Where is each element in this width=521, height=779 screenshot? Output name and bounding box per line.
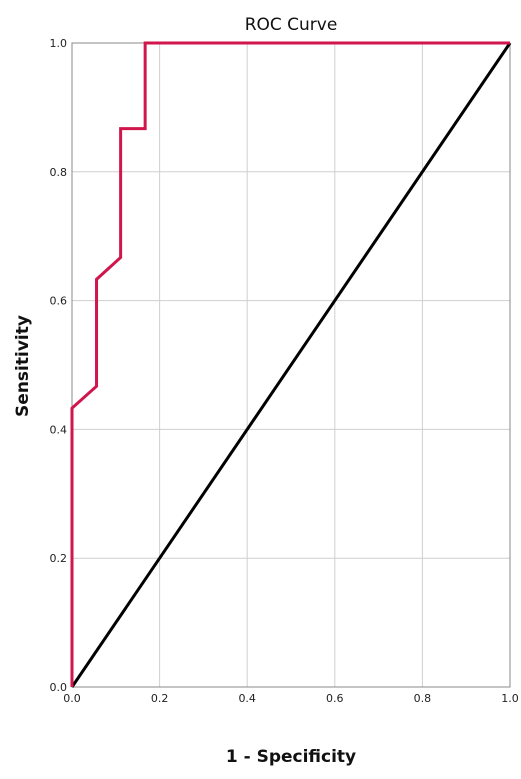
y-tick-label: 0.8: [50, 166, 68, 179]
tick-labels: 0.0 0.2 0.4 0.6 0.8 1.0 0.0 0.2 0.4 0.6 0.8 1.0: [50, 37, 519, 705]
reference-diagonal-line: [70, 42, 512, 688]
x-tick-label: 1.0: [501, 692, 519, 705]
x-axis-label: 1 - Specificity: [226, 747, 356, 767]
x-tick-label: 0.0: [63, 692, 81, 705]
x-tick-label: 0.2: [151, 692, 169, 705]
x-tick-label: 0.6: [326, 692, 344, 705]
y-tick-label: 0.0: [50, 681, 68, 694]
chart-title: ROC Curve: [245, 15, 338, 35]
x-tick-label: 0.4: [238, 692, 256, 705]
y-tick-label: 0.6: [50, 295, 68, 308]
x-tick-label: 0.8: [414, 692, 432, 705]
y-axis-label: Sensitivity: [13, 315, 33, 417]
series-layer: [70, 41, 512, 688]
y-tick-label: 0.4: [50, 423, 68, 436]
roc-curve-line: [70, 41, 510, 687]
y-tick-label: 0.2: [50, 552, 68, 565]
y-tick-label: 1.0: [50, 37, 68, 50]
